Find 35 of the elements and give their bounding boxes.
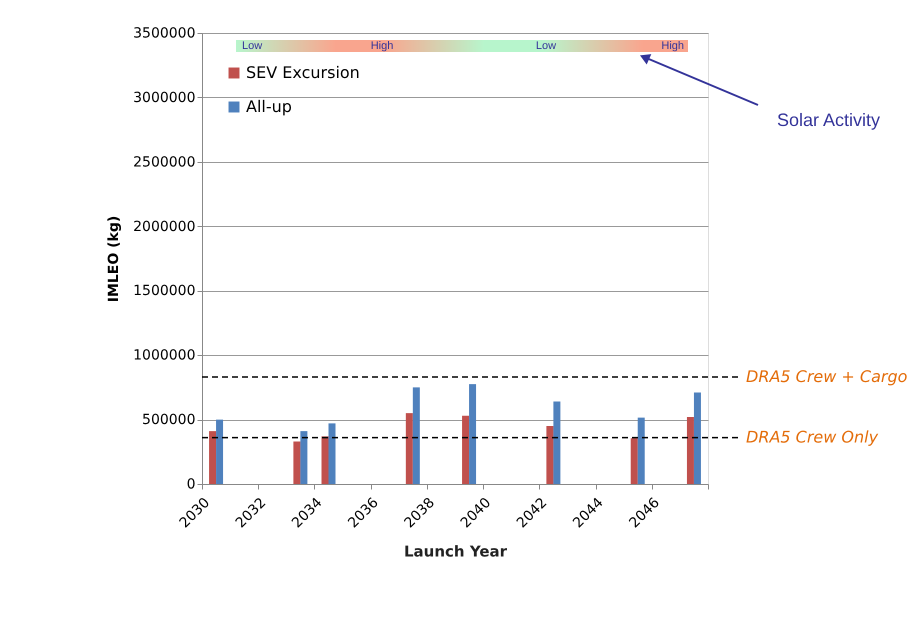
y-tick-label: 2500000 [133,154,196,170]
bar [300,431,308,484]
y-tick-label: 1500000 [133,283,196,300]
x-axis-title: Launch Year [404,542,508,561]
bar [553,402,560,484]
y-tick-label: 3500000 [133,26,196,42]
y-tick-label: 3000000 [133,90,196,106]
bar [469,384,476,484]
y-tick-label: 2000000 [133,218,196,235]
bar [638,418,645,484]
bar [694,392,701,484]
bar [322,436,328,484]
annotation: Low [242,40,262,52]
bar [293,441,300,484]
annotation: High [370,40,394,52]
bar [546,426,554,484]
bar [209,431,216,484]
bar [686,416,694,484]
bar [216,420,224,484]
bar [328,423,336,484]
legend-label: All-up [246,97,292,116]
annotation: Low [536,40,556,52]
y-tick-label: 1000000 [133,348,196,364]
ref-line-label: DRA5 Crew + Cargo [746,367,908,386]
y-axis-title: IMLEO (kg) [106,216,122,302]
bar [630,438,638,484]
legend-label: SEV Excursion [246,63,360,82]
text: Solar Activity [777,110,880,130]
bar [406,413,413,484]
bar [462,416,470,484]
ref-line-label: DRA5 Crew Only [746,428,879,447]
y-tick-label: 500000 [142,412,196,428]
annotation: High [661,40,684,52]
y-tick-label: 0 [186,476,196,492]
bar [412,387,420,484]
